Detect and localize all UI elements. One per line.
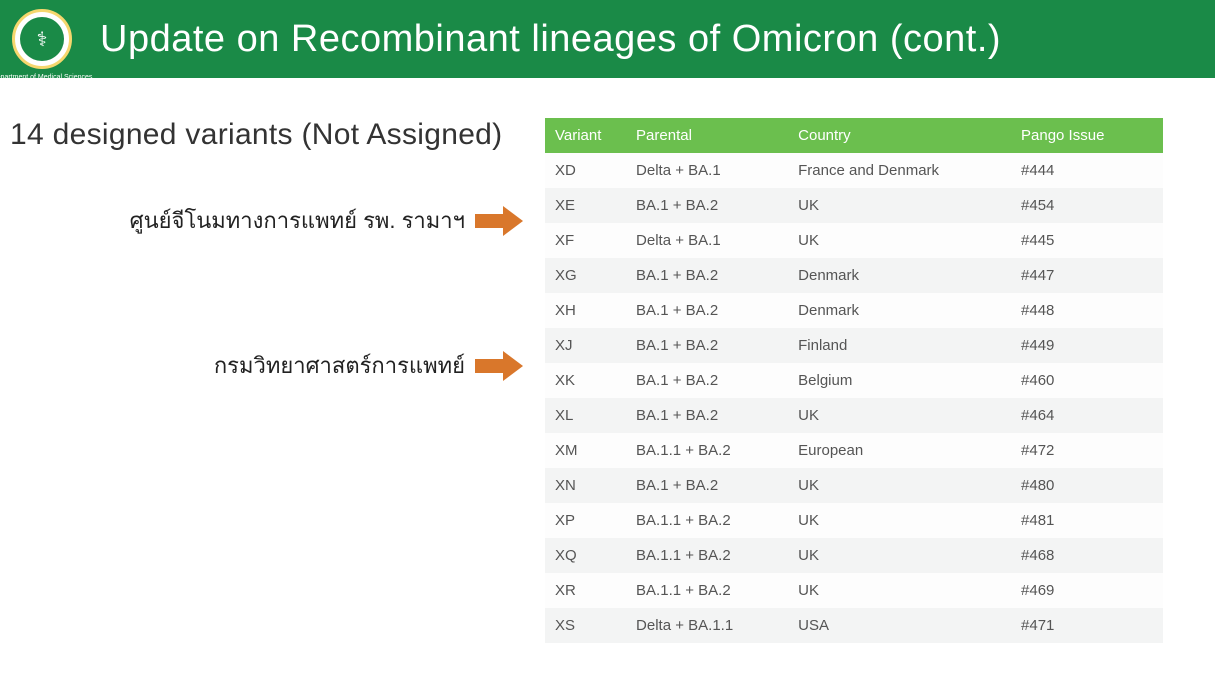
table-cell: Denmark bbox=[788, 258, 1011, 293]
table-cell: BA.1 + BA.2 bbox=[626, 398, 788, 433]
table-row: XHBA.1 + BA.2Denmark#448 bbox=[545, 293, 1163, 328]
table-row: XLBA.1 + BA.2UK#464 bbox=[545, 398, 1163, 433]
table-cell: UK bbox=[788, 468, 1011, 503]
table-cell: XL bbox=[545, 398, 626, 433]
table-cell: Delta + BA.1 bbox=[626, 153, 788, 188]
table-row: XPBA.1.1 + BA.2UK#481 bbox=[545, 503, 1163, 538]
annotation-1: ศูนย์จีโนมทางการแพทย์ รพ. รามาฯ bbox=[130, 203, 525, 238]
table-row: XSDelta + BA.1.1USA#471 bbox=[545, 608, 1163, 643]
table-cell: XM bbox=[545, 433, 626, 468]
table-cell: #469 bbox=[1011, 573, 1163, 608]
table-cell: XK bbox=[545, 363, 626, 398]
table-cell: UK bbox=[788, 188, 1011, 223]
left-column: 14 designed variants (Not Assigned) ศูนย… bbox=[0, 118, 545, 643]
table-cell: XS bbox=[545, 608, 626, 643]
slide-header: ⚕ Department of Medical Sciences Update … bbox=[0, 0, 1215, 78]
table-cell: Delta + BA.1.1 bbox=[626, 608, 788, 643]
table-cell: #460 bbox=[1011, 363, 1163, 398]
table-cell: BA.1.1 + BA.2 bbox=[626, 573, 788, 608]
arrow-right-icon bbox=[475, 206, 525, 236]
table-row: XEBA.1 + BA.2UK#454 bbox=[545, 188, 1163, 223]
table-cell: USA bbox=[788, 608, 1011, 643]
table-cell: XG bbox=[545, 258, 626, 293]
table-row: XKBA.1 + BA.2Belgium#460 bbox=[545, 363, 1163, 398]
table-cell: #449 bbox=[1011, 328, 1163, 363]
slide-title: Update on Recombinant lineages of Omicro… bbox=[100, 18, 1001, 61]
table-cell: Delta + BA.1 bbox=[626, 223, 788, 258]
table-cell: XN bbox=[545, 468, 626, 503]
table-cell: BA.1.1 + BA.2 bbox=[626, 503, 788, 538]
col-header-parental: Parental bbox=[626, 118, 788, 153]
annotation-2: กรมวิทยาศาสตร์การแพทย์ bbox=[214, 348, 525, 383]
table-cell: BA.1 + BA.2 bbox=[626, 328, 788, 363]
table-cell: Finland bbox=[788, 328, 1011, 363]
col-header-variant: Variant bbox=[545, 118, 626, 153]
table-cell: #447 bbox=[1011, 258, 1163, 293]
table-cell: #448 bbox=[1011, 293, 1163, 328]
table-cell: Denmark bbox=[788, 293, 1011, 328]
table-cell: #468 bbox=[1011, 538, 1163, 573]
table-cell: UK bbox=[788, 223, 1011, 258]
table-cell: UK bbox=[788, 538, 1011, 573]
table-row: XGBA.1 + BA.2Denmark#447 bbox=[545, 258, 1163, 293]
variants-table-container: Variant Parental Country Pango Issue XDD… bbox=[545, 118, 1163, 643]
table-cell: BA.1 + BA.2 bbox=[626, 293, 788, 328]
table-cell: XD bbox=[545, 153, 626, 188]
table-cell: XH bbox=[545, 293, 626, 328]
ministry-logo: ⚕ Department of Medical Sciences bbox=[12, 9, 72, 69]
table-cell: European bbox=[788, 433, 1011, 468]
table-cell: BA.1 + BA.2 bbox=[626, 258, 788, 293]
table-cell: XQ bbox=[545, 538, 626, 573]
table-cell: #444 bbox=[1011, 153, 1163, 188]
variants-table: Variant Parental Country Pango Issue XDD… bbox=[545, 118, 1163, 643]
annotation-1-text: ศูนย์จีโนมทางการแพทย์ รพ. รามาฯ bbox=[130, 203, 465, 238]
table-body: XDDelta + BA.1France and Denmark#444XEBA… bbox=[545, 153, 1163, 643]
table-row: XQBA.1.1 + BA.2UK#468 bbox=[545, 538, 1163, 573]
table-cell: #445 bbox=[1011, 223, 1163, 258]
table-cell: #472 bbox=[1011, 433, 1163, 468]
table-cell: UK bbox=[788, 503, 1011, 538]
logo-caption: Department of Medical Sciences bbox=[0, 74, 92, 82]
table-cell: XR bbox=[545, 573, 626, 608]
table-cell: #471 bbox=[1011, 608, 1163, 643]
table-cell: France and Denmark bbox=[788, 153, 1011, 188]
annotation-2-text: กรมวิทยาศาสตร์การแพทย์ bbox=[214, 348, 465, 383]
table-cell: BA.1.1 + BA.2 bbox=[626, 538, 788, 573]
table-cell: BA.1.1 + BA.2 bbox=[626, 433, 788, 468]
table-row: XNBA.1 + BA.2UK#480 bbox=[545, 468, 1163, 503]
slide-body: 14 designed variants (Not Assigned) ศูนย… bbox=[0, 78, 1215, 643]
table-cell: BA.1 + BA.2 bbox=[626, 468, 788, 503]
table-cell: BA.1 + BA.2 bbox=[626, 188, 788, 223]
table-cell: Belgium bbox=[788, 363, 1011, 398]
table-cell: UK bbox=[788, 398, 1011, 433]
table-row: XRBA.1.1 + BA.2UK#469 bbox=[545, 573, 1163, 608]
table-cell: XP bbox=[545, 503, 626, 538]
table-cell: UK bbox=[788, 573, 1011, 608]
table-cell: XE bbox=[545, 188, 626, 223]
table-row: XMBA.1.1 + BA.2European#472 bbox=[545, 433, 1163, 468]
caduceus-icon: ⚕ bbox=[20, 17, 64, 61]
col-header-pango: Pango Issue bbox=[1011, 118, 1163, 153]
arrow-right-icon bbox=[475, 351, 525, 381]
table-cell: #481 bbox=[1011, 503, 1163, 538]
table-cell: BA.1 + BA.2 bbox=[626, 363, 788, 398]
table-cell: #464 bbox=[1011, 398, 1163, 433]
col-header-country: Country bbox=[788, 118, 1011, 153]
table-row: XFDelta + BA.1UK#445 bbox=[545, 223, 1163, 258]
table-cell: #480 bbox=[1011, 468, 1163, 503]
table-row: XJBA.1 + BA.2Finland#449 bbox=[545, 328, 1163, 363]
table-cell: XJ bbox=[545, 328, 626, 363]
table-row: XDDelta + BA.1France and Denmark#444 bbox=[545, 153, 1163, 188]
table-cell: XF bbox=[545, 223, 626, 258]
table-header-row: Variant Parental Country Pango Issue bbox=[545, 118, 1163, 153]
subtitle: 14 designed variants (Not Assigned) bbox=[0, 118, 545, 152]
table-cell: #454 bbox=[1011, 188, 1163, 223]
